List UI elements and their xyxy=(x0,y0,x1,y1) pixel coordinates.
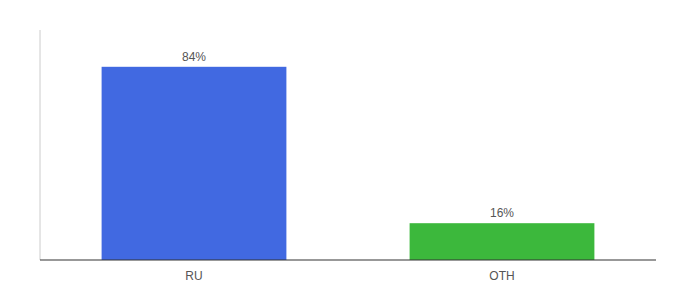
chart-svg: 84% 16% RU OTH xyxy=(0,0,680,300)
chart-container: 84% 16% RU OTH xyxy=(0,0,680,300)
x-axis-line xyxy=(40,259,656,260)
bar xyxy=(410,223,595,260)
data-label: 84% xyxy=(182,50,206,64)
page: {"chart_data": {"type": "bar", "categori… xyxy=(0,0,680,300)
bars xyxy=(102,67,595,260)
y-axis-line xyxy=(40,30,41,260)
data-label: 16% xyxy=(490,206,514,220)
x-tick-label: RU xyxy=(185,269,202,283)
bar xyxy=(102,67,287,260)
x-tick-label: OTH xyxy=(489,269,514,283)
